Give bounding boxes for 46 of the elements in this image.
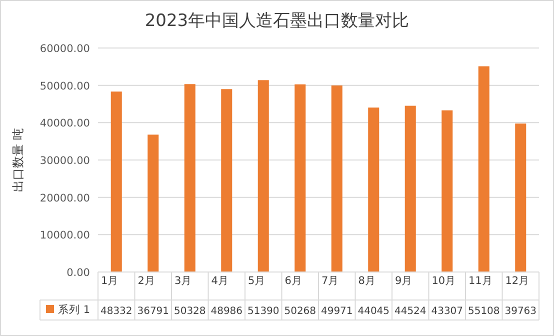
x-tick-label: 9月: [395, 275, 413, 287]
x-tick-label: 11月: [468, 275, 493, 287]
y-axis-title: 出口数量 吨: [11, 128, 25, 192]
x-tick-label: 1月: [101, 275, 119, 287]
x-tick-label: 5月: [248, 275, 266, 287]
x-tick-label: 4月: [211, 275, 229, 287]
data-label: 55108: [468, 306, 500, 317]
x-tick-label: 12月: [505, 275, 530, 287]
x-tick-label: 10月: [432, 275, 456, 287]
y-tick-label: 30000.00: [40, 155, 90, 167]
data-label: 44045: [358, 306, 390, 317]
bar: [515, 124, 526, 272]
data-label: 39763: [504, 306, 537, 317]
x-tick-label: 8月: [358, 275, 376, 287]
y-tick-label: 10000.00: [40, 230, 90, 242]
bar: [221, 89, 232, 272]
data-label: 50268: [284, 306, 316, 317]
x-tick-label: 3月: [174, 275, 192, 287]
bar: [184, 84, 196, 272]
data-label: 51390: [247, 306, 280, 317]
data-label: 50328: [174, 306, 206, 317]
x-tick-label: 2月: [138, 275, 156, 287]
y-tick-label: 20000.00: [40, 192, 90, 204]
bar: [258, 80, 269, 272]
bar: [442, 110, 453, 272]
data-label: 48332: [100, 306, 132, 317]
bar: [294, 84, 306, 272]
x-tick-label: 7月: [322, 275, 340, 287]
bar: [478, 66, 490, 272]
bar: [368, 108, 380, 272]
x-tick-label: 6月: [284, 275, 302, 287]
bar: [331, 85, 342, 272]
data-label: 49971: [320, 306, 353, 317]
y-tick-label: 0.00: [66, 267, 90, 279]
bar: [110, 92, 122, 272]
y-tick-label: 40000.00: [40, 118, 90, 130]
data-label: 43307: [431, 306, 464, 317]
data-label: 36791: [137, 306, 170, 317]
bar: [148, 134, 159, 272]
y-tick-label: 50000.00: [40, 80, 90, 92]
legend-label: 系列 1: [58, 303, 90, 316]
data-label: 48986: [210, 306, 243, 317]
data-label: 44524: [394, 306, 426, 317]
chart-title: 2023年中国人造石墨出口数量对比: [144, 11, 410, 31]
bar: [404, 106, 416, 272]
y-tick-label: 60000.00: [40, 43, 90, 55]
